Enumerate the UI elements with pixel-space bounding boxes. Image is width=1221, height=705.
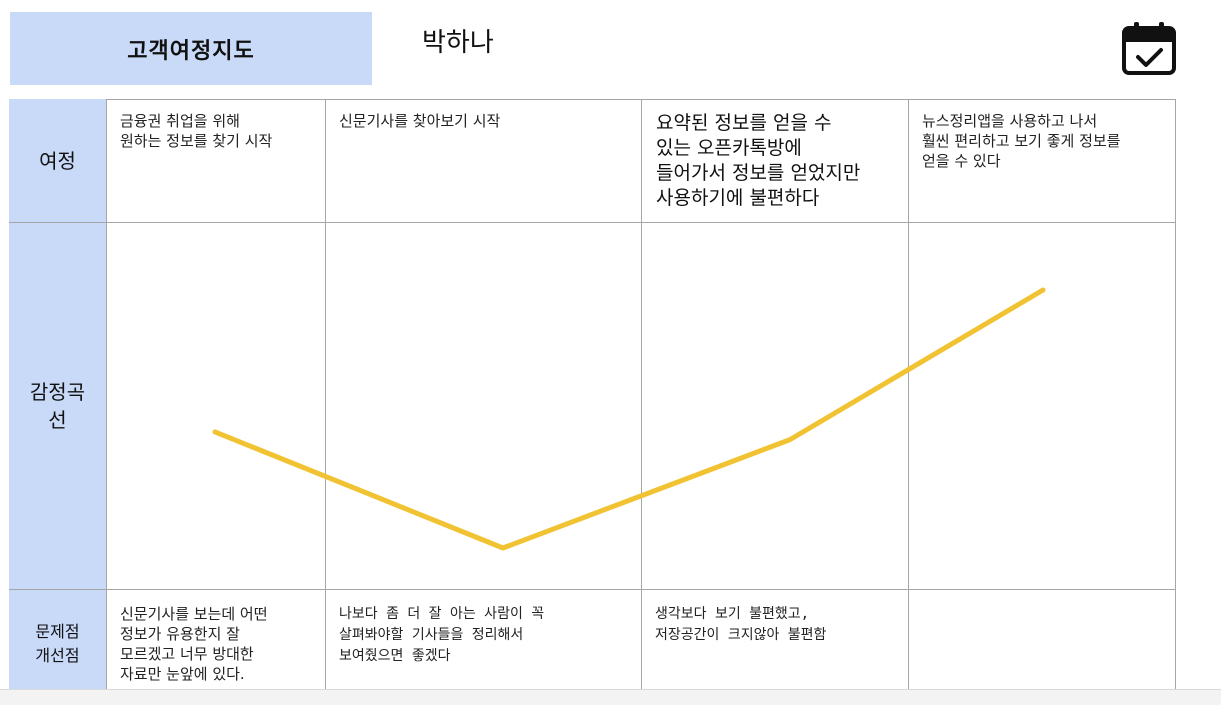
row-header-journey-label: 여정 — [39, 148, 76, 173]
problem-cell-2: 나보다 좀 더 잘 아는 사람이 꼭 살펴봐야할 기사들을 정리해서 보여줬으면… — [326, 590, 642, 699]
journey-stage-3: 요약된 정보를 얻을 수 있는 오픈카톡방에 들어가서 정보를 얻었지만 사용하… — [642, 99, 909, 223]
page-title: 고객여정지도 — [10, 12, 372, 85]
page-title-text: 고객여정지도 — [127, 38, 255, 64]
journey-stage-4: 뉴스정리앱을 사용하고 나서 훨씬 편리하고 보기 좋게 정보를 얻을 수 있다 — [909, 99, 1176, 223]
emotion-cell-4 — [909, 223, 1176, 590]
row-header-emotion: 감정곡 선 — [9, 223, 107, 590]
row-header-problem: 문제점 개선점 — [9, 590, 107, 699]
emotion-cell-2 — [326, 223, 642, 590]
problem-cell-3: 생각보다 보기 불편했고, 저장공간이 크지않아 불편함 — [642, 590, 909, 699]
persona-name: 박하나 — [422, 28, 494, 58]
journey-stage-1: 금융권 취업을 위해 원하는 정보를 찾기 시작 — [107, 99, 326, 223]
journey-map-grid: 여정 감정곡 선 문제점 개선점 금융권 취업을 위해 원하는 정보를 찾기 시… — [9, 99, 1176, 699]
journey-stage-2: 신문기사를 찾아보기 시작 — [326, 99, 642, 223]
row-header-emotion-label: 감정곡 선 — [29, 380, 86, 432]
problem-cell-4 — [909, 590, 1176, 699]
page-bottom-edge — [0, 689, 1221, 705]
row-header-journey: 여정 — [9, 99, 107, 223]
emotion-cell-3 — [642, 223, 909, 590]
problem-cell-1: 신문기사를 보는데 어떤 정보가 유용한지 잘 모르겠고 너무 방대한 자료만 … — [107, 590, 326, 699]
calendar-check-icon — [1122, 22, 1176, 75]
emotion-cell-1 — [107, 223, 326, 590]
row-header-problem-label: 문제점 개선점 — [35, 622, 80, 665]
